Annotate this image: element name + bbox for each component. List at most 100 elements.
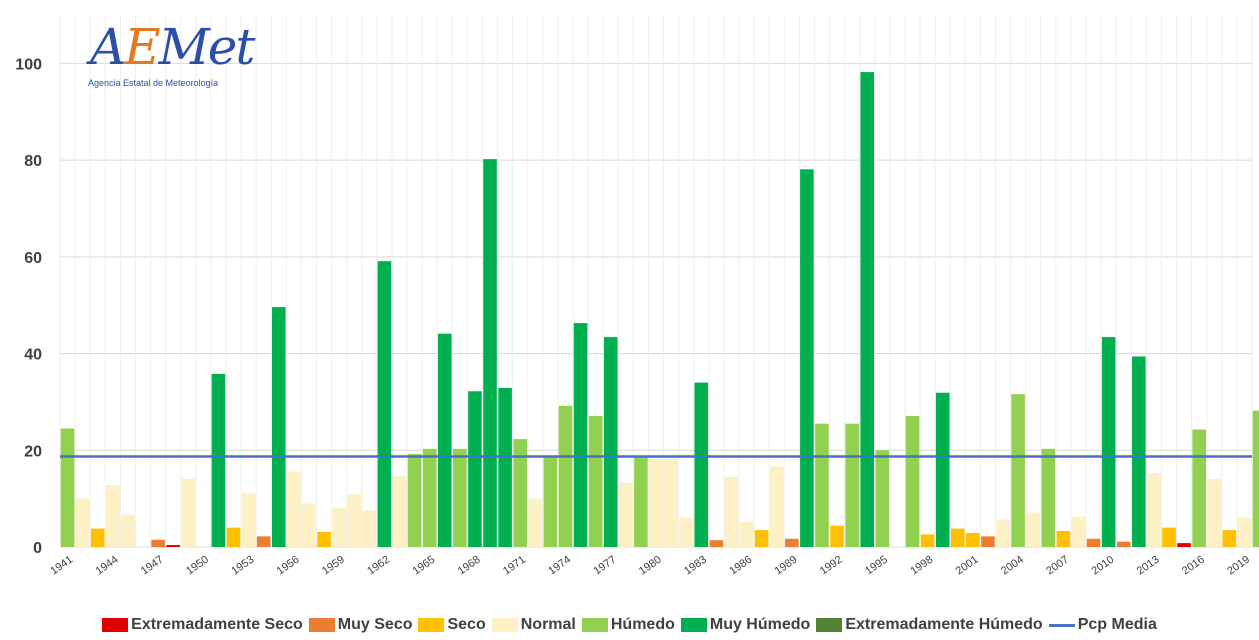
legend-label: Extremadamente Seco (131, 616, 303, 633)
bar-1954 (256, 536, 271, 547)
bar-2012 (1132, 356, 1146, 547)
legend-swatch (308, 618, 335, 632)
x-tick-label: 1941 (48, 554, 75, 578)
legend-label: Muy Húmedo (709, 616, 811, 633)
bar-2008 (1071, 516, 1086, 547)
bar-1943 (90, 528, 105, 547)
legend-swatch (581, 618, 608, 632)
bar-1957 (302, 503, 316, 547)
bar-2014 (1162, 527, 1176, 547)
legend-swatch (102, 618, 129, 632)
bar-2002 (981, 536, 995, 547)
legend-item: Normal (491, 616, 576, 634)
x-tick-label: 1953 (229, 554, 256, 578)
bar-1968 (468, 391, 482, 547)
bar-2011 (1116, 541, 1131, 547)
bar-1972 (528, 498, 543, 547)
legend-item: Extremadamente Húmedo (816, 616, 1043, 634)
legend-label: Muy Seco (337, 616, 413, 633)
bar-1947 (151, 539, 165, 547)
bar-1984 (709, 540, 724, 547)
bar-1990 (800, 169, 814, 547)
gridlines (59, 15, 1253, 548)
bar-2015 (1177, 543, 1191, 547)
x-tick-label: 1998 (908, 554, 935, 578)
bar-2000 (950, 528, 965, 547)
bar-1975 (573, 323, 588, 547)
y-tick-label: 60 (24, 250, 42, 267)
y-tick-label: 80 (24, 153, 42, 170)
bar-2003 (996, 519, 1010, 547)
bar-2006 (1041, 448, 1056, 547)
bar-1956 (287, 471, 301, 547)
bar-1973 (543, 457, 558, 547)
bar-1971 (513, 439, 527, 547)
x-tick-label: 2016 (1180, 554, 1207, 578)
bar-1967 (453, 448, 467, 547)
bar-2016 (1192, 429, 1206, 547)
precipitation-bar-chart: 0 20 40 60 80 100 1941 1944 1947 1950 1953 1956 195… (15, 15, 1259, 578)
x-tick-label: 2019 (1225, 554, 1252, 578)
bar-1976 (588, 415, 603, 547)
x-tick-label: 1983 (682, 554, 709, 578)
bar-1974 (558, 405, 573, 547)
legend-item: Húmedo (581, 616, 675, 634)
legend-label: Normal (520, 616, 576, 633)
bar-1966 (437, 333, 452, 547)
x-axis-ticks: 1941 1944 1947 1950 1953 1956 1959 1962 1965 1968… (48, 554, 1252, 578)
y-tick-label: 0 (33, 540, 42, 557)
bar-1977 (603, 337, 618, 547)
y-tick-label: 100 (15, 56, 42, 73)
legend-label: Extremadamente Húmedo (845, 616, 1043, 633)
bar-1945 (121, 514, 135, 547)
logo-mark-a: A (90, 18, 126, 76)
logo-subtitle: Agencia Estatal de Meteorología (88, 78, 219, 88)
bar-1942 (75, 498, 90, 547)
bar-1978 (619, 482, 633, 547)
bar-2013 (1147, 473, 1161, 547)
bar-1995 (875, 450, 890, 547)
aemet-logo: AEMet Agencia Estatal de Meteorología (86, 18, 256, 100)
bar-1985 (724, 476, 739, 547)
x-tick-label: 1971 (501, 554, 528, 578)
bar-2018 (1222, 530, 1237, 547)
bar-1969 (483, 159, 497, 547)
x-tick-label: 2013 (1135, 554, 1162, 578)
x-tick-label: 1968 (456, 554, 483, 578)
bar-2009 (1086, 538, 1101, 547)
x-tick-label: 2001 (954, 554, 981, 578)
bar-1989 (785, 538, 799, 547)
bar-2004 (1011, 394, 1025, 547)
bar-2007 (1056, 531, 1071, 547)
bar-1987 (754, 530, 769, 547)
bar-1944 (106, 485, 120, 547)
y-tick-label: 40 (24, 347, 42, 364)
bar-1941 (60, 428, 75, 547)
legend-label: Húmedo (610, 616, 675, 633)
logo-mark-rest: Met (158, 18, 256, 76)
bar-1988 (769, 466, 784, 547)
legend-item: Muy Húmedo (680, 616, 811, 634)
legend-swatch (491, 618, 518, 632)
x-tick-label: 1950 (184, 554, 211, 578)
bar-1951 (211, 373, 226, 547)
bar-1999 (935, 392, 950, 547)
bar-1952 (226, 527, 241, 547)
legend-item-mean: Pcp Media (1048, 616, 1157, 634)
x-tick-label: 1980 (637, 554, 664, 578)
x-tick-label: 1959 (320, 554, 347, 578)
bar-1948 (166, 545, 180, 547)
x-tick-label: 1965 (410, 554, 437, 578)
bar-2001 (966, 532, 980, 547)
bar-1980 (649, 458, 663, 547)
logo-mark: AEMet (90, 18, 256, 76)
bar-1998 (920, 534, 935, 547)
x-tick-label: 1977 (592, 554, 619, 578)
legend: Extremadamente Seco Muy Seco Seco Normal Húm… (0, 616, 1259, 634)
bar-1994 (860, 72, 875, 547)
legend-swatch (680, 618, 707, 632)
bar-2017 (1207, 478, 1222, 547)
legend-label: Pcp Media (1077, 616, 1157, 633)
legend-line-swatch (1048, 623, 1075, 627)
